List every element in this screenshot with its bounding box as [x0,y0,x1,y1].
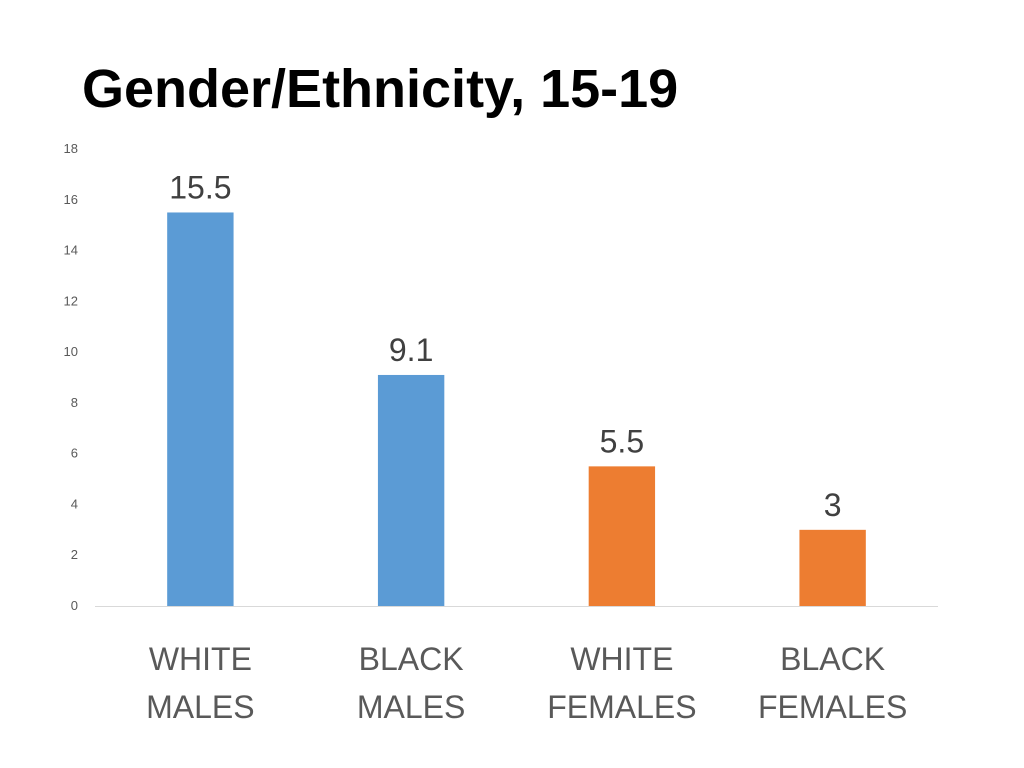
data-label: 5.5 [600,423,644,459]
y-tick-label: 18 [64,141,78,156]
bars [167,212,866,606]
y-tick-label: 0 [71,598,78,613]
x-category-label: MALES [357,689,465,725]
data-label: 3 [824,487,842,523]
y-tick-label: 8 [71,395,78,410]
x-category-label: BLACK [780,641,885,677]
x-category-label: WHITE [570,641,673,677]
y-tick-label: 12 [64,293,78,308]
bar [799,529,866,606]
x-category-label: FEMALES [547,689,696,725]
data-labels: 15.5 9.1 5.5 3 [169,169,841,522]
bar [167,212,234,606]
page-title: Gender/Ethnicity, 15-19 [82,59,679,119]
y-tick-label: 2 [71,547,78,562]
x-category-label: WHITE [149,641,252,677]
data-label: 9.1 [389,332,433,368]
y-tick-label: 16 [64,192,78,207]
bar [588,466,656,606]
y-tick-label: 4 [71,496,78,511]
data-label: 15.5 [169,169,231,205]
x-category-label: BLACK [359,641,464,677]
x-category-label: MALES [146,689,254,725]
y-tick-label: 14 [64,243,78,258]
y-tick-label: 10 [64,344,78,359]
category-labels: WHITE MALES BLACK MALES WHITE FEMALES BLACK FEM… [146,641,907,725]
bar [377,374,445,606]
y-tick-label: 6 [71,446,78,461]
y-axis: 0 2 4 6 8 10 12 14 16 18 [64,141,78,613]
x-category-label: FEMALES [758,689,907,725]
